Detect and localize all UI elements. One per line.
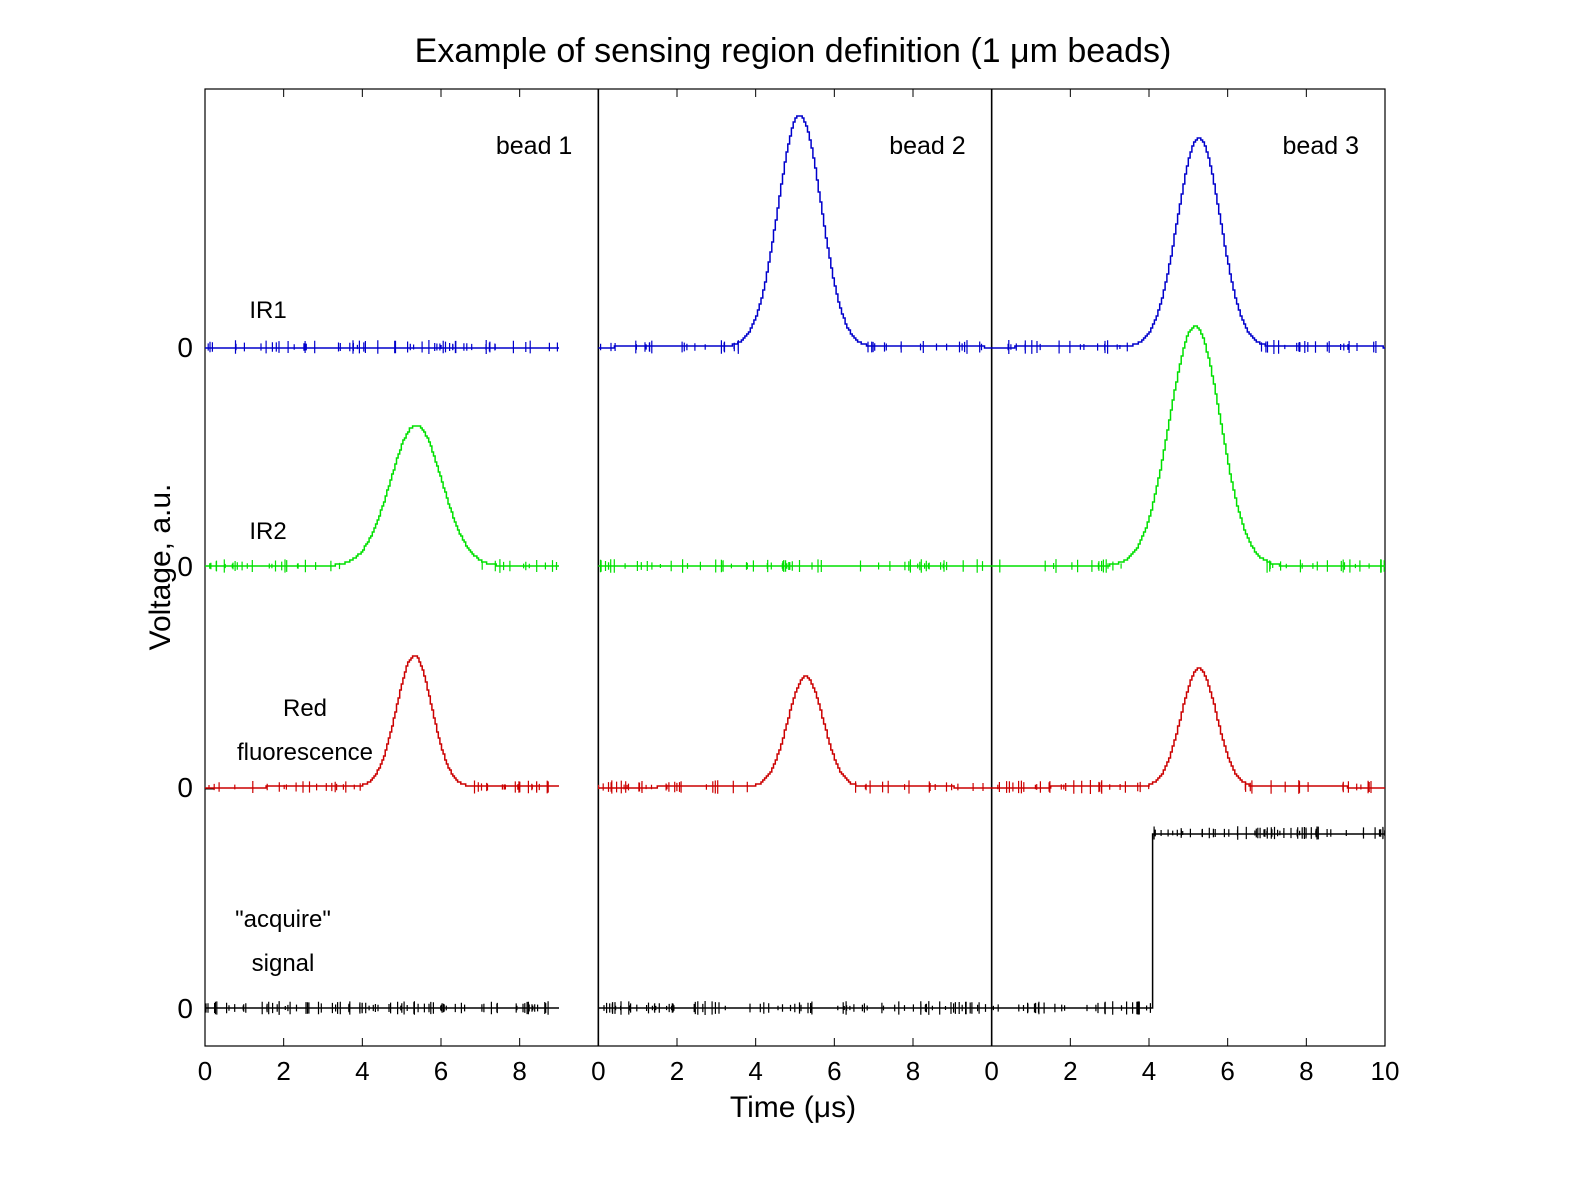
series-noise <box>1007 340 1377 354</box>
x-tick-label: 6 <box>827 1056 841 1086</box>
series-line <box>598 115 992 349</box>
x-tick-label: 0 <box>984 1056 998 1086</box>
y-zero-label: 0 <box>177 332 193 363</box>
x-tick-label: 4 <box>748 1056 762 1086</box>
series-line <box>991 137 1385 349</box>
bead-label: bead 2 <box>889 132 965 160</box>
plot-frame <box>204 88 1386 1047</box>
x-tick-label: 6 <box>434 1056 448 1086</box>
channel-label: IR1 <box>249 297 286 324</box>
series-noise <box>598 780 984 794</box>
x-tick-label: 10 <box>1371 1056 1400 1086</box>
series-line <box>991 325 1385 567</box>
x-tick-label: 2 <box>276 1056 290 1086</box>
x-tick-label: 6 <box>1220 1056 1234 1086</box>
series-noise <box>207 340 558 354</box>
series-line <box>205 655 559 789</box>
y-zero-label: 0 <box>177 551 193 582</box>
x-tick-label: 8 <box>1299 1056 1313 1086</box>
series-line <box>205 425 559 567</box>
channel-label: signal <box>252 950 315 977</box>
series-line <box>598 675 992 789</box>
bead-label: bead 3 <box>1283 132 1359 160</box>
series-noise <box>600 340 983 354</box>
series-noise <box>603 1001 987 1015</box>
series-noise <box>205 1001 549 1015</box>
x-tick-label: 2 <box>1063 1056 1077 1086</box>
x-tick-label: 4 <box>355 1056 369 1086</box>
series-noise <box>599 559 984 573</box>
x-tick-label: 0 <box>198 1056 212 1086</box>
series-noise <box>997 780 1372 794</box>
chart-title: Example of sensing region definition (1 … <box>415 32 1172 70</box>
x-tick-label: 8 <box>512 1056 526 1086</box>
y-zero-label: 0 <box>177 772 193 803</box>
series-line <box>991 833 1385 1009</box>
x-axis-label: Time (μs) <box>730 1091 856 1124</box>
channel-label: Red <box>283 695 327 722</box>
series-noise <box>209 559 558 573</box>
y-axis-label: Voltage, a.u. <box>144 484 177 651</box>
series-noise <box>992 826 1386 1015</box>
channel-label: fluorescence <box>237 739 373 766</box>
channel-label: IR2 <box>249 518 286 545</box>
channel-label: "acquire" <box>235 906 331 933</box>
x-tick-label: 4 <box>1142 1056 1156 1086</box>
plot-area: 0 2 4 6 8 0 2 4 6 8 0 2 4 6 8 10 0 0 0 0 bead 1 bead 2 bead 3 I… <box>177 88 1400 1086</box>
x-tick-label: 0 <box>591 1056 605 1086</box>
series-noise <box>999 559 1385 573</box>
x-tick-label: 2 <box>670 1056 684 1086</box>
x-tick-label: 8 <box>906 1056 920 1086</box>
series-noise <box>208 780 549 794</box>
bead-label: bead 1 <box>496 132 572 160</box>
y-zero-label: 0 <box>177 993 193 1024</box>
series-line <box>991 667 1385 789</box>
